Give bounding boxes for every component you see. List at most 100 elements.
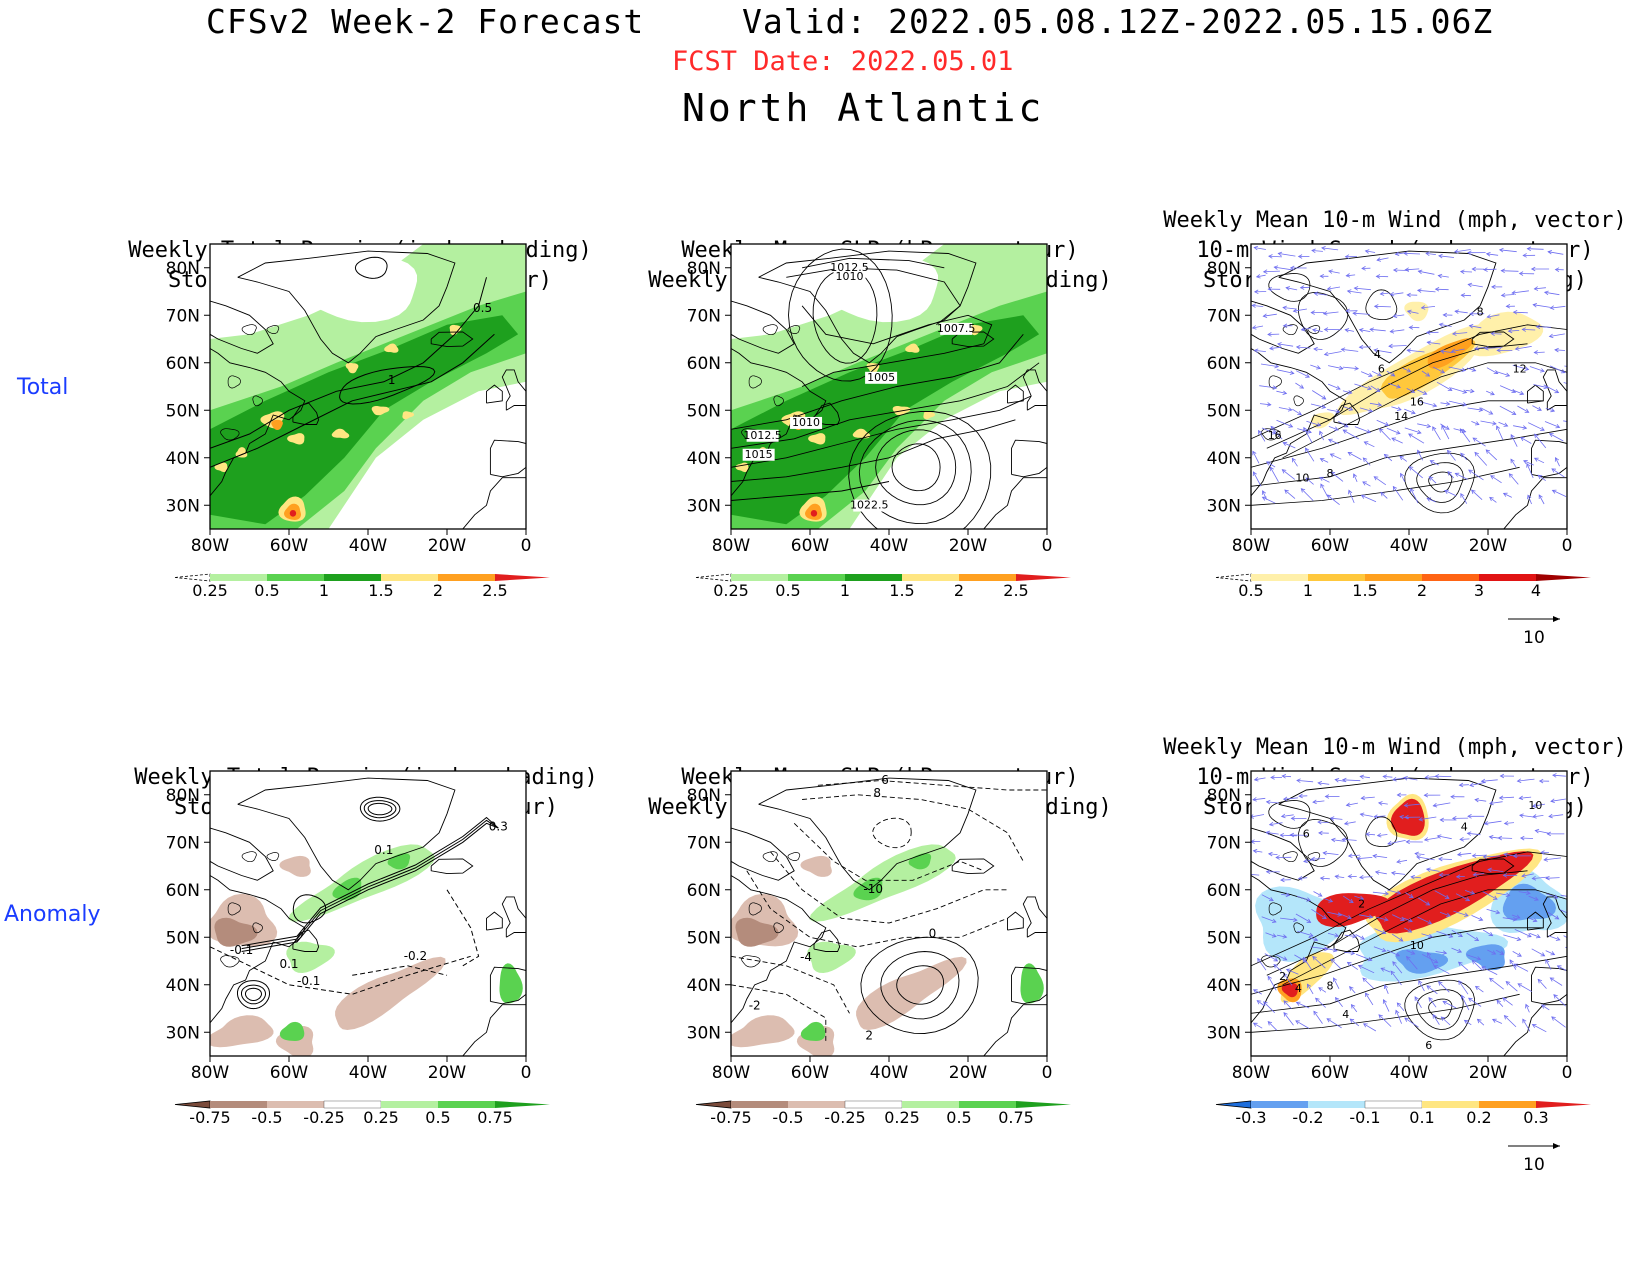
wind-vector (1472, 960, 1483, 971)
wind-vector (1522, 1018, 1531, 1032)
wind-vector-head (1527, 494, 1532, 500)
wind-vector (1418, 980, 1425, 992)
wind-vector-head (1438, 253, 1443, 259)
wind-vector (1311, 908, 1327, 919)
track-anom-contour (363, 800, 397, 819)
wind-vector-head (1464, 912, 1469, 917)
wind-vector-head (1333, 977, 1338, 983)
wind-vector-head (1289, 832, 1295, 838)
lon-tick-label: 0 (1042, 536, 1053, 556)
contour-label: 4 (1461, 820, 1468, 833)
wind-vector-head (1282, 956, 1288, 961)
lat-tick-label: 70N (1207, 306, 1241, 326)
wind-vector (1353, 473, 1358, 483)
wind-vector (1429, 476, 1437, 484)
wind-vector-head (1338, 365, 1344, 371)
colorbar-left-arrow (695, 1100, 732, 1109)
wind-vector-head (1242, 872, 1246, 876)
wind-vector (1460, 493, 1468, 504)
wind-vector-head (1406, 955, 1411, 961)
colorbar-segment (1251, 574, 1308, 581)
wind-vector-head (1299, 285, 1305, 290)
contour-label: 6 (1425, 1039, 1432, 1052)
wind-vector-head (1503, 1015, 1509, 1020)
coastline (983, 477, 1047, 529)
wind-vector-head (1459, 836, 1464, 842)
wind-vector-head (1392, 961, 1397, 966)
wind-vector-head (1395, 1009, 1400, 1015)
wind-vector (1283, 797, 1298, 800)
wind-vector (1261, 916, 1277, 923)
wind-vector (1320, 877, 1330, 880)
precip-shade (345, 363, 359, 374)
wind-vector (1452, 332, 1468, 335)
contour-label-bg (746, 429, 779, 442)
contour-label-bg (940, 322, 973, 335)
wind-vector (1514, 929, 1532, 938)
colorbar-segment (1365, 574, 1422, 581)
wind-vector-head (1446, 449, 1452, 455)
wind-vector-head (1425, 330, 1431, 335)
wind-vector (1414, 996, 1422, 1009)
wind-vector (1535, 830, 1549, 834)
wind-vector-head (1316, 365, 1321, 370)
wind-vector (1422, 953, 1438, 964)
wind-vector-head (1400, 472, 1405, 478)
wind-vector (1410, 488, 1419, 504)
wind-vector-head (1373, 304, 1379, 309)
colorbar-segment (788, 1101, 845, 1108)
wind-vector-head (1441, 424, 1446, 430)
wind-vector (1331, 839, 1345, 842)
wind-vector (1335, 997, 1343, 1008)
wind-vector-head (1471, 959, 1477, 965)
wind-vector (1284, 489, 1296, 499)
wind-vector-head (1533, 457, 1539, 462)
wind-vector (1251, 874, 1260, 876)
wind-vector-head (1348, 898, 1354, 903)
wind-vector (1480, 420, 1497, 425)
contour-label: 1010 (836, 270, 864, 283)
wind-vector (1465, 389, 1474, 392)
wind-vector-head (1269, 897, 1274, 902)
wind-vector-head (1295, 1020, 1300, 1025)
wind-vector-head (1474, 797, 1479, 803)
wind-vector (1345, 329, 1355, 332)
wind-vector-head (1549, 977, 1555, 982)
wind-vector (1319, 477, 1330, 483)
wind-vector-head (1349, 986, 1354, 991)
wind-vector-head (1313, 937, 1319, 942)
wind-vector (1520, 437, 1532, 444)
lat-tick-label: 80N (1207, 786, 1241, 806)
coastline (501, 896, 526, 938)
wind-vector-head (1502, 492, 1508, 497)
contour-label: -10 (863, 882, 883, 896)
wind-vector-head (1427, 920, 1433, 925)
wind-vector-head (1500, 292, 1506, 298)
wind-vector (1348, 854, 1360, 857)
contour-label: 8 (1327, 467, 1334, 480)
vector-reference: 10 (1508, 1143, 1560, 1175)
slp-contour (802, 257, 945, 269)
colorbar-label: 2.5 (1003, 581, 1028, 600)
coastline (1268, 375, 1282, 389)
wind-vector (1344, 951, 1355, 954)
wind-vector-head (1512, 310, 1518, 315)
lat-tick-label: 70N (166, 833, 200, 853)
lat-tick-label: 40N (166, 976, 200, 996)
wind-vector (1269, 466, 1279, 482)
wind-vector (1256, 1000, 1265, 1006)
contour-label: 6 (1378, 362, 1385, 375)
wind-vector (1291, 458, 1298, 467)
wind-vector-head (1362, 457, 1368, 462)
wind-vector-head (1347, 451, 1353, 457)
precip-anom-shade (499, 963, 523, 1004)
precip-shade (449, 324, 462, 336)
precip-shade (810, 510, 818, 517)
wind-vector (1560, 894, 1567, 897)
colorbar-label: 0.5 (946, 1108, 971, 1127)
wind-vector (1263, 270, 1280, 273)
wind-vector-head (1253, 245, 1259, 251)
wind-vector (1280, 834, 1297, 837)
wind-vector-head (1468, 324, 1474, 329)
